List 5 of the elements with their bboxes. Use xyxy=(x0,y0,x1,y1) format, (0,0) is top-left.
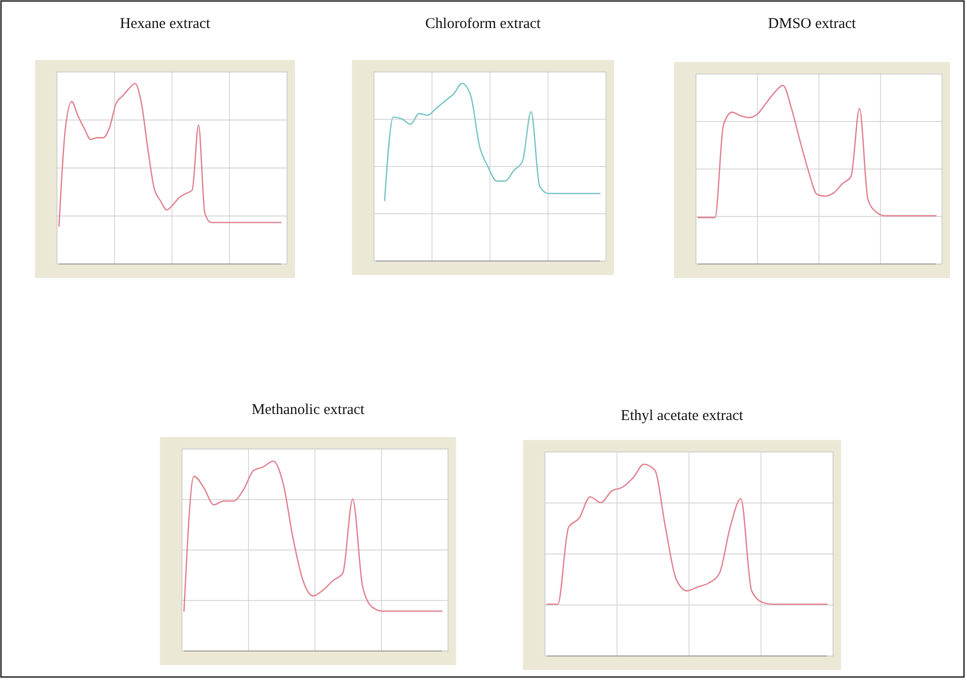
chart-title: Ethyl acetate extract xyxy=(620,408,744,424)
chart-title: Hexane extract xyxy=(120,16,212,32)
chart-title: DMSO extract xyxy=(768,16,857,32)
chart-title: Chloroform extract xyxy=(425,16,542,32)
chart-title: Methanolic extract xyxy=(252,402,366,418)
